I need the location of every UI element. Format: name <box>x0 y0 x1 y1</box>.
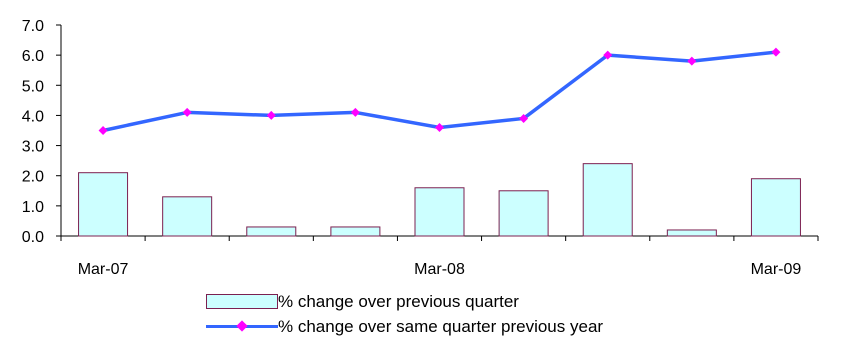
x-tick-label: Mar-08 <box>414 261 465 278</box>
y-tick-label: 3.0 <box>22 139 44 156</box>
legend-item-line: % change over same quarter previous year <box>206 314 603 339</box>
line-point <box>519 113 529 123</box>
bar <box>330 226 381 237</box>
line-series <box>98 47 781 135</box>
bar <box>582 163 633 237</box>
legend-label-line: % change over same quarter previous year <box>278 317 604 336</box>
bar <box>498 190 549 237</box>
y-tick-label: 7.0 <box>22 18 44 35</box>
y-axis: 0.0 1.0 2.0 3.0 4.0 5.0 6.0 7.0 <box>22 18 62 246</box>
series-line <box>102 50 777 133</box>
y-tick-label: 2.0 <box>22 169 44 186</box>
legend-swatch-line <box>206 318 278 335</box>
bar <box>750 178 801 237</box>
legend-label-bars: % change over previous quarter <box>278 292 519 311</box>
y-tick-label: 4.0 <box>22 108 44 125</box>
x-tick-label: Mar-09 <box>751 261 802 278</box>
x-tick-label: Mar-07 <box>78 261 129 278</box>
x-axis: Mar-07 Mar-08 Mar-09 <box>60 235 819 278</box>
bar <box>414 187 465 237</box>
bar <box>78 172 129 237</box>
line-point <box>182 107 192 117</box>
bar <box>246 226 297 237</box>
legend: % change over previous quarter % change … <box>206 289 603 339</box>
line-point <box>603 50 613 60</box>
legend-item-bars: % change over previous quarter <box>206 289 603 314</box>
combo-chart: 0.01.02.03.04.05.06.07.0 Mar-07 Mar-08 Mar… <box>22 18 819 278</box>
line-point <box>687 56 697 66</box>
bar <box>162 196 213 237</box>
y-tick-label: 0.0 <box>22 229 44 246</box>
bar-series <box>78 163 801 237</box>
line-point <box>266 110 276 120</box>
y-tick-label: 1.0 <box>22 199 44 216</box>
line-point <box>350 107 360 117</box>
y-tick-label: 6.0 <box>22 48 44 65</box>
line-point <box>98 126 108 135</box>
y-tick-label: 5.0 <box>22 78 44 95</box>
line-point <box>435 122 444 132</box>
legend-swatch-bars <box>206 293 278 310</box>
line-point <box>771 47 781 57</box>
bar <box>666 229 717 237</box>
